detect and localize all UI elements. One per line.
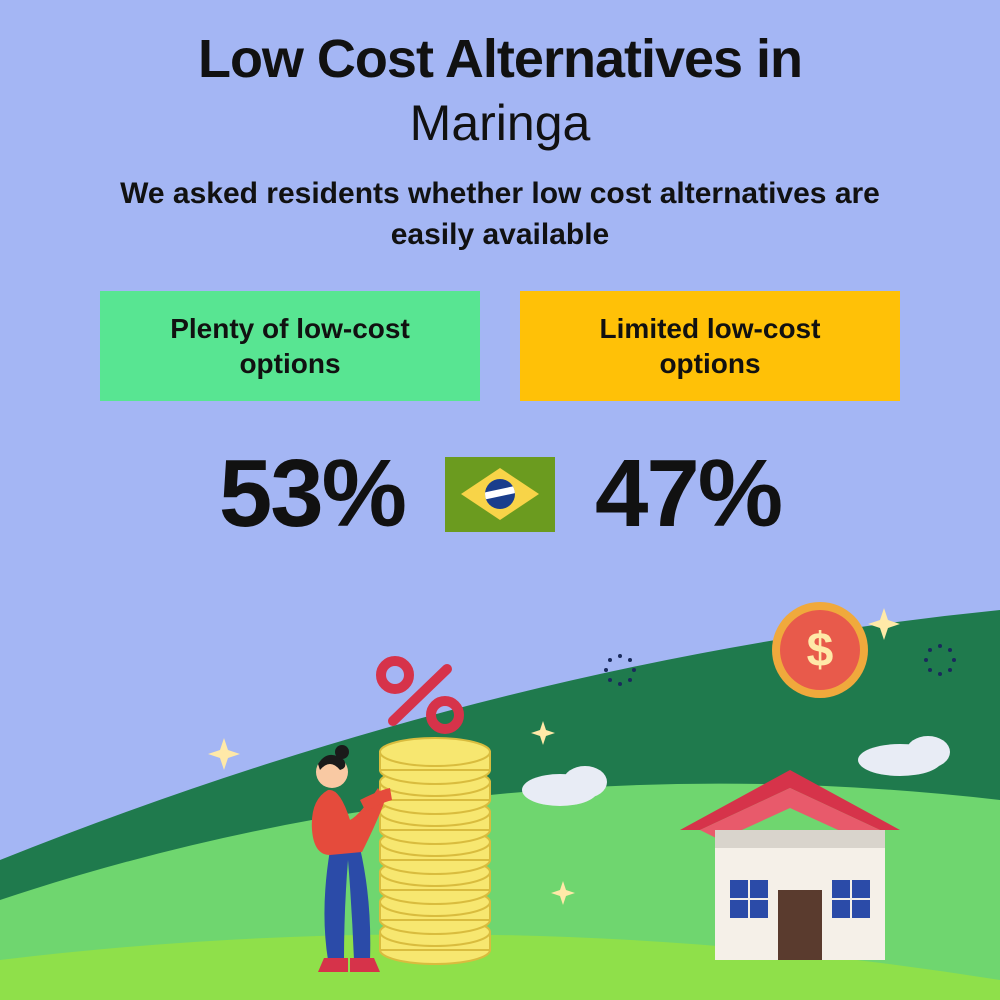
dollar-coin-icon: $	[772, 602, 868, 698]
flag-circle	[485, 479, 515, 509]
title-line-2: Maringa	[0, 94, 1000, 152]
flag-band	[485, 485, 515, 500]
flag-diamond	[461, 468, 539, 520]
illustration: $	[0, 600, 1000, 1000]
title-block: Low Cost Alternatives in Maringa	[0, 0, 1000, 152]
person-bun	[335, 745, 349, 759]
stat-plenty: 53%	[219, 439, 405, 549]
house-window-right	[832, 880, 870, 918]
dollar-sign: $	[807, 624, 834, 677]
house-door	[778, 890, 822, 960]
option-chips: Plenty of low-cost options Limited low-c…	[0, 291, 1000, 401]
subtitle: We asked residents whether low cost alte…	[100, 174, 900, 255]
chip-limited: Limited low-cost options	[520, 291, 900, 401]
house-window-left	[730, 880, 768, 918]
title-line-1: Low Cost Alternatives in	[0, 28, 1000, 90]
stats-row: 53% 47%	[0, 439, 1000, 549]
house-wall-shadow	[715, 830, 885, 848]
chip-plenty: Plenty of low-cost options	[100, 291, 480, 401]
infographic-canvas: Low Cost Alternatives in Maringa We aske…	[0, 0, 1000, 1000]
coin-stack-icon	[380, 738, 490, 964]
stat-limited: 47%	[595, 439, 781, 549]
brazil-flag-icon	[445, 457, 555, 532]
coin	[380, 738, 490, 784]
